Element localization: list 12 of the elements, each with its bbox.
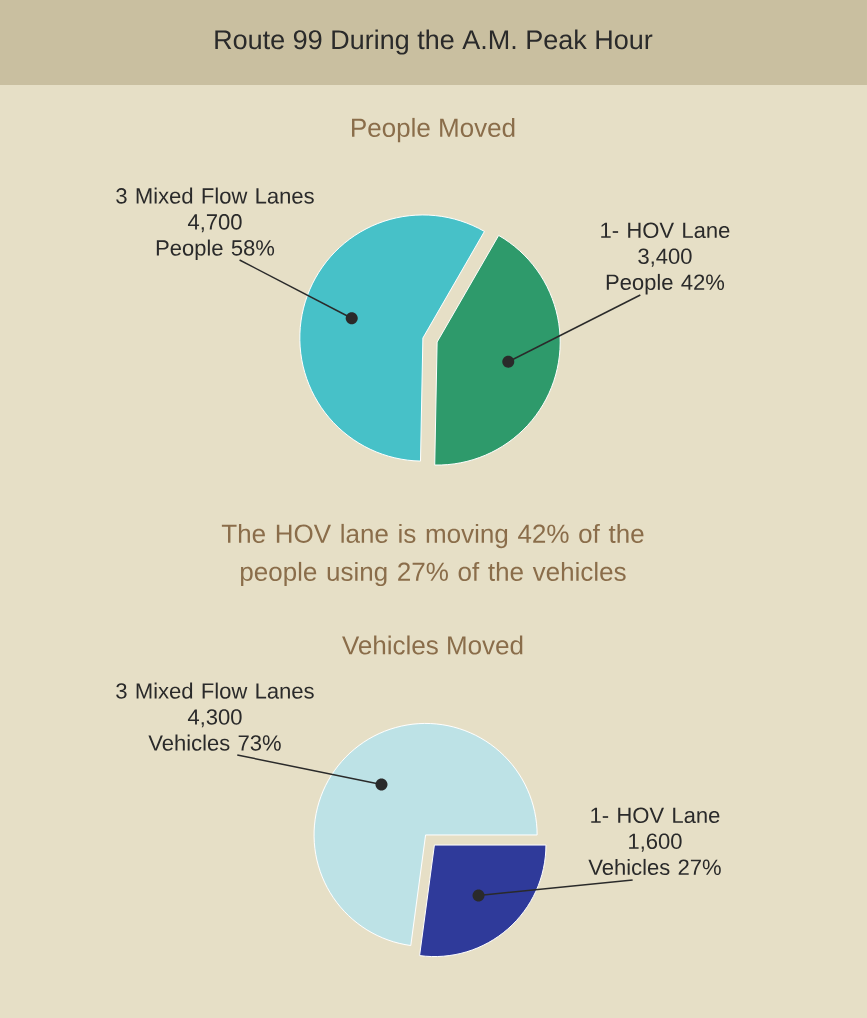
chart-title: Route 99 During the A.M. Peak Hour bbox=[215, 29, 653, 55]
data-label: 4,300 Vehicles 73% bbox=[148, 709, 281, 751]
data-label: 4,700 People 58% bbox=[156, 214, 275, 261]
text: The HOV lane is moving 42% of the people using 27% of the vehicles bbox=[221, 523, 644, 587]
data-label: 3,400 People 42% bbox=[606, 248, 725, 295]
slice-label: 3 Mixed Flow Lanes bbox=[116, 682, 314, 699]
chart-subtitle: People Moved bbox=[352, 117, 515, 143]
slice-label: 3 Mixed Flow Lanes bbox=[116, 187, 314, 204]
chart-title: Vehicles Moved bbox=[342, 635, 523, 655]
data-label: 1,600 Vehicles 27% bbox=[588, 833, 721, 876]
slice-label: 1- HOV Lane bbox=[601, 222, 730, 239]
slice-label: 1- HOV Lane bbox=[591, 807, 720, 824]
